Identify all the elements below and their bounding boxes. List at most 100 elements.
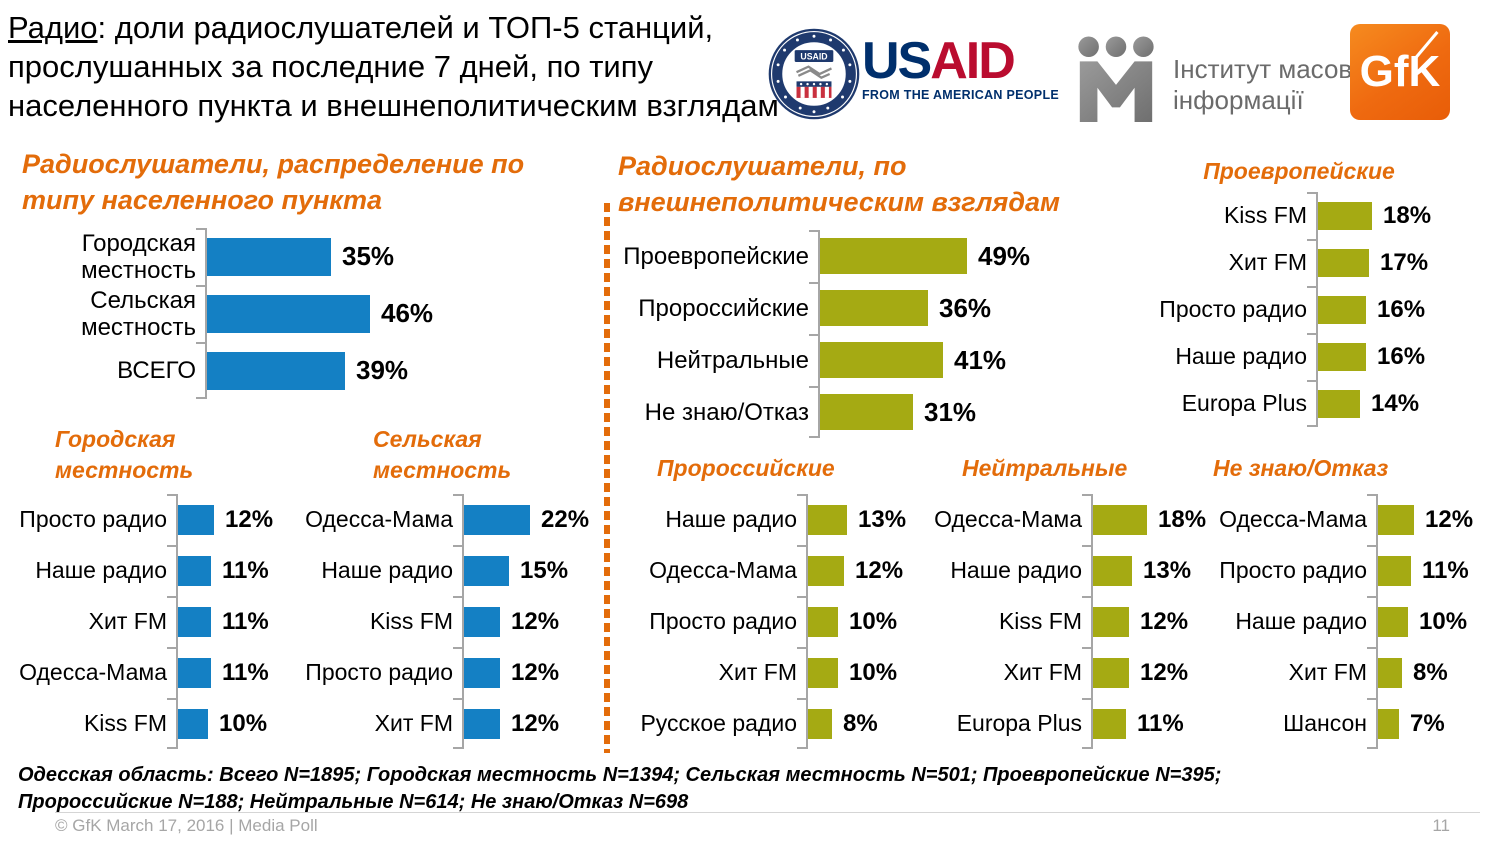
value-label: 12%	[225, 505, 274, 533]
bar-row: Наше радио 13%	[640, 494, 932, 545]
axis-tick	[809, 230, 818, 232]
axis-tick	[1307, 239, 1316, 241]
axis-tick	[1082, 494, 1091, 496]
bar-row: Просто радио 10%	[640, 596, 932, 647]
chart-rural-top5: Одесса-Мама 22% Наше радио 15% Kiss FM 12% Про…	[296, 494, 596, 749]
bar-row: Просто радио 16%	[1103, 286, 1495, 333]
category-label: Хит FM	[1288, 659, 1367, 685]
usaid-seal-logo: USAID	[768, 28, 860, 125]
bar	[808, 555, 844, 586]
axis-tick	[809, 282, 818, 284]
value-label: 10%	[849, 607, 898, 635]
axis-tick	[1307, 286, 1316, 288]
bar-row: Сельская местность 46%	[18, 285, 566, 342]
bar	[1378, 504, 1414, 535]
bar-area: 16%	[1316, 333, 1495, 380]
value-label: 11%	[222, 607, 269, 635]
chart-dont-know: Одесса-Мама 12% Просто радио 11% Наше радио 1…	[1210, 494, 1500, 749]
category-label: Одесса-Мама	[649, 557, 797, 583]
value-label: 49%	[978, 240, 1031, 271]
bar-row: ВСЕГО 39%	[18, 342, 566, 399]
bar-row: Просто радио 11%	[1210, 545, 1500, 596]
value-label: 10%	[1419, 607, 1468, 635]
value-label: 15%	[520, 556, 569, 584]
chart-views: Проевропейские 49% Пророссийские 36% Нейтрал…	[620, 230, 1180, 438]
usaid-wordmark-text: USAID	[862, 35, 1062, 87]
bar-area: 18%	[1091, 494, 1217, 545]
bar	[1093, 555, 1132, 586]
bar-area: 10%	[806, 596, 932, 647]
category-label: Kiss FM	[83, 710, 167, 736]
category-label: Русское радио	[640, 710, 797, 736]
category-label: ВСЕГО	[117, 357, 196, 384]
bar-row: Хит FM 8%	[1210, 647, 1500, 698]
bar-row: Просто радио 12%	[10, 494, 310, 545]
bar	[820, 290, 928, 326]
axis-tick	[1367, 596, 1376, 598]
value-label: 22%	[541, 505, 590, 533]
bar-area: 7%	[1376, 698, 1500, 749]
value-label: 12%	[855, 556, 904, 584]
axis-tick	[167, 494, 176, 496]
category-label: Городская местность	[81, 229, 196, 284]
category-label: Одесса-Мама	[305, 506, 453, 532]
value-label: 17%	[1380, 248, 1429, 276]
usaid-wordmark-us: US	[862, 32, 932, 90]
bar-area: 31%	[818, 386, 1180, 438]
bar	[178, 504, 214, 535]
axis-tick	[1307, 380, 1316, 382]
bar-area: 36%	[818, 282, 1180, 334]
bar-row: Нейтральные 41%	[620, 334, 1180, 386]
axis-tick	[797, 494, 806, 496]
value-label: 12%	[1140, 607, 1189, 635]
svg-text:USAID: USAID	[800, 51, 827, 61]
bar-row: Наше радио 13%	[925, 545, 1217, 596]
value-label: 18%	[1158, 505, 1207, 533]
bar-row: Kiss FM 12%	[925, 596, 1217, 647]
chart-title-pro-european: Проевропейские	[1203, 158, 1395, 184]
bar-row: Наше радио 10%	[1210, 596, 1500, 647]
bar-row: Одесса-Мама 12%	[640, 545, 932, 596]
bar-row: Одесса-Мама 11%	[10, 647, 310, 698]
page-title: Радио: доли радиослушателей и ТОП-5 стан…	[8, 8, 788, 125]
chart-pro-russian: Наше радио 13% Одесса-Мама 12% Просто радио 1…	[640, 494, 932, 749]
bar-area: 12%	[806, 545, 932, 596]
value-label: 12%	[511, 607, 560, 635]
bar	[178, 657, 211, 688]
value-label: 18%	[1383, 201, 1432, 229]
bar	[1378, 555, 1411, 586]
category-label: Не знаю/Отказ	[644, 398, 809, 426]
bar	[464, 657, 500, 688]
bar-area: 12%	[1376, 494, 1500, 545]
bar	[178, 555, 211, 586]
axis-tick	[453, 596, 462, 598]
category-label: Просто радио	[1159, 296, 1307, 322]
page-title-rest: : доли радиослушателей и ТОП-5 станций, …	[8, 10, 779, 123]
axis-tick	[196, 342, 205, 344]
axis-tick	[1307, 333, 1316, 335]
value-label: 11%	[222, 556, 269, 584]
bar	[207, 351, 345, 390]
people-m-icon	[1078, 36, 1154, 123]
bar-row: Хит FM 12%	[296, 698, 596, 749]
chart-title-urban-rural: Радиослушатели, распределение по типу на…	[22, 149, 525, 215]
bar-area: 46%	[205, 285, 566, 342]
bar-area: 11%	[176, 545, 310, 596]
category-label: Хит FM	[1228, 249, 1307, 275]
category-label: Europa Plus	[956, 710, 1082, 736]
bar-area: 12%	[1091, 647, 1217, 698]
axis-tick	[1367, 647, 1376, 649]
bar-area: 11%	[1376, 545, 1500, 596]
axis-tick	[797, 647, 806, 649]
axis-tick	[196, 285, 205, 287]
category-label: Хит FM	[88, 608, 167, 634]
value-label: 31%	[924, 396, 977, 427]
category-label: Проевропейские	[623, 242, 809, 270]
bar-row: Хит FM 17%	[1103, 239, 1495, 286]
sample-size-footnote: Одесская область: Всего N=1895; Городска…	[18, 764, 1222, 813]
category-label: Хит FM	[1003, 659, 1082, 685]
bar-area: 10%	[806, 647, 932, 698]
bar	[1318, 342, 1366, 371]
axis-tick	[809, 436, 818, 438]
axis-tick	[196, 228, 205, 230]
